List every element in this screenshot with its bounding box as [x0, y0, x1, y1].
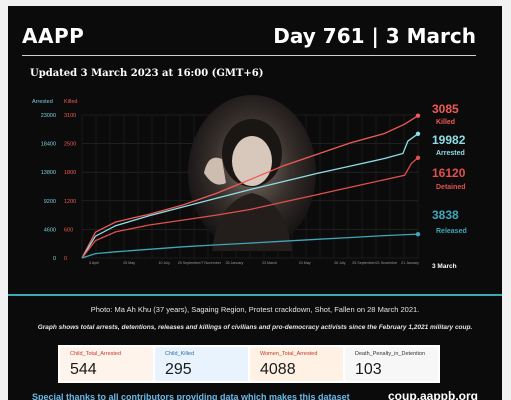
x-tick: 25 September/7 November [178, 261, 222, 265]
series-line-detained [81, 157, 419, 259]
stat-label: Child_Total_Arrested [70, 351, 122, 357]
stat-label: Death_Penalty_in_Detention [355, 351, 426, 357]
stat-card-women-arrested: Women_Total_Arrested 4088 [250, 347, 343, 381]
day-title: Day 761 | 3 March [273, 24, 476, 48]
y-tick-left: 4600 [44, 227, 56, 233]
photo-hand [204, 157, 226, 185]
chart-note: Graph shows total arrests, detentions, r… [37, 324, 473, 331]
x-tick: 24 May [299, 261, 311, 265]
series-endpoint-released [415, 231, 421, 237]
y-tick-left: 13800 [41, 170, 56, 176]
photo-face [232, 136, 272, 186]
x-tick: 3 April [89, 261, 99, 265]
series-endpoint-detained [415, 155, 421, 160]
section-divider [8, 294, 502, 296]
photo-body [212, 193, 292, 251]
x-tick: 23 March [262, 261, 277, 265]
y-tick-left: 18400 [41, 142, 56, 148]
series-value-released: 3838 [432, 208, 459, 222]
stat-label: Women_Total_Arrested [260, 351, 318, 357]
y-tick-right: 2500 [64, 142, 76, 148]
y-tick-right: 0 [64, 256, 67, 262]
x-tick: 26 July [334, 261, 346, 265]
axis-labels: 23000 3100 18400 2500 13800 1800 9200 1200 4600 6… [32, 99, 467, 270]
right-axis-title: Killed [64, 99, 77, 105]
series-value-arrested: 19982 [432, 133, 466, 147]
stat-value: 103 [355, 361, 382, 378]
series-endpoint-arrested [415, 131, 421, 136]
series-line-released [81, 233, 419, 259]
stat-value: 4088 [260, 361, 296, 378]
footer-url[interactable]: coup.aappb.org [388, 389, 478, 400]
stat-card-child-arrested: Child_Total_Arrested 544 [60, 347, 153, 381]
stat-label: Child_Killed [165, 351, 195, 357]
org-title: AAPP [22, 24, 85, 48]
y-tick-left: 0 [53, 256, 56, 262]
series-value-killed: 3085 [432, 102, 459, 116]
victim-photo [188, 95, 316, 251]
left-axis-title: Arrested [32, 99, 53, 105]
stat-card-child-killed: Child_Killed 295 [155, 347, 248, 381]
photo-caption: Photo: Ma Ah Khu (37 years), Sagaing Reg… [90, 305, 420, 314]
stat-value: 544 [70, 361, 97, 378]
series-value-detained: 16120 [432, 166, 466, 180]
line-chart: 23000 3100 18400 2500 13800 1800 9200 1200 4600 6… [32, 95, 467, 270]
x-tick: 25 September/21 November [352, 261, 398, 265]
stats-panel: Child_Total_Arrested 544 Child_Killed 29… [58, 345, 440, 383]
y-tick-left: 9200 [44, 199, 56, 205]
y-tick-right: 3100 [64, 113, 76, 119]
infographic: AAPP Day 761 | 3 March Updated 3 March 2… [8, 6, 502, 400]
y-tick-right: 1800 [64, 170, 76, 176]
series-label-arrested: Arrested [436, 150, 465, 157]
header-divider [22, 55, 476, 56]
footer-thanks: Special thanks to all contributors provi… [32, 392, 350, 400]
x-end-label: 3 March [432, 263, 457, 270]
updated-timestamp: Updated 3 March 2023 at 16:00 (GMT+6) [30, 68, 264, 79]
x-tick: 21 January [401, 261, 419, 265]
stat-card-death-penalty: Death_Penalty_in_Detention 103 [345, 347, 438, 381]
series-label-released: Released [436, 228, 467, 235]
x-tick: 10 July [159, 261, 171, 265]
series-label-killed: Killed [436, 119, 455, 126]
y-tick-right: 1200 [64, 199, 76, 205]
y-tick-right: 600 [64, 227, 73, 233]
series-line-killed [81, 115, 419, 259]
series-lines [81, 113, 421, 259]
y-tick-left: 23000 [41, 113, 56, 119]
series-endpoint-killed [415, 113, 421, 118]
series-line-arrested [81, 133, 419, 259]
x-tick: 26 January [226, 261, 244, 265]
x-tick: 25 May [123, 261, 135, 265]
stat-value: 295 [165, 361, 192, 378]
series-label-detained: Detained [436, 184, 466, 191]
